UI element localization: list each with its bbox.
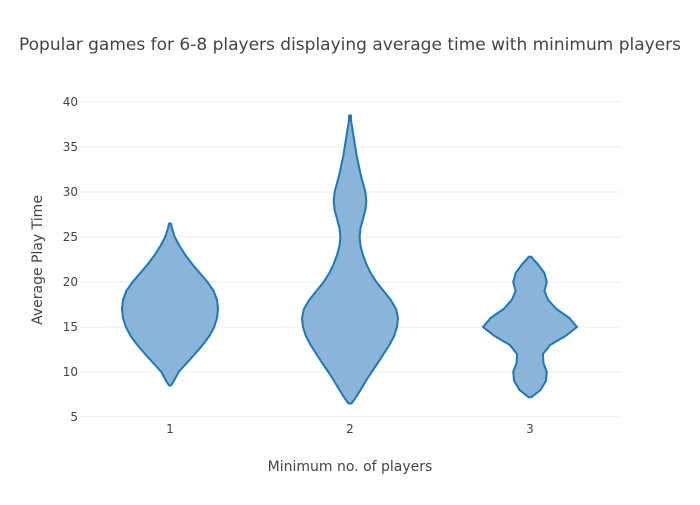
- chart-title: Popular games for 6-8 players displaying…: [19, 35, 681, 55]
- y-axis-title: Average Play Time: [30, 195, 46, 325]
- violins: [121, 114, 579, 405]
- violin-3: [481, 255, 579, 399]
- x-tick-label: 3: [526, 422, 534, 436]
- x-tick-labels: 1 2 3: [166, 422, 534, 436]
- y-tick-label: 30: [63, 185, 78, 199]
- y-tick-label: 5: [70, 410, 78, 424]
- violin-1: [121, 222, 219, 387]
- y-tick-label: 25: [63, 230, 78, 244]
- x-tick-label: 2: [346, 422, 354, 436]
- y-tick-label: 15: [63, 320, 78, 334]
- violin-2: [301, 114, 399, 405]
- y-tick-label: 20: [63, 275, 78, 289]
- x-tick-label: 1: [166, 422, 174, 436]
- y-tick-label: 40: [63, 95, 78, 109]
- y-tick-labels: 5 10 15 20 25 30 35 40: [63, 95, 78, 424]
- x-axis-title: Minimum no. of players: [268, 459, 433, 475]
- y-tick-label: 10: [63, 365, 78, 379]
- y-tick-label: 35: [63, 140, 78, 154]
